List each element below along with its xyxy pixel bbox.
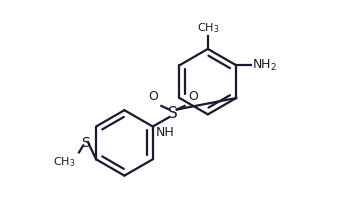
Text: NH: NH	[156, 126, 174, 139]
Text: O: O	[188, 90, 198, 103]
Text: S: S	[81, 136, 90, 150]
Text: CH$_3$: CH$_3$	[197, 21, 219, 35]
Text: O: O	[148, 90, 158, 103]
Text: NH$_2$: NH$_2$	[252, 58, 277, 73]
Text: CH$_3$: CH$_3$	[53, 156, 76, 169]
Text: S: S	[168, 106, 178, 121]
